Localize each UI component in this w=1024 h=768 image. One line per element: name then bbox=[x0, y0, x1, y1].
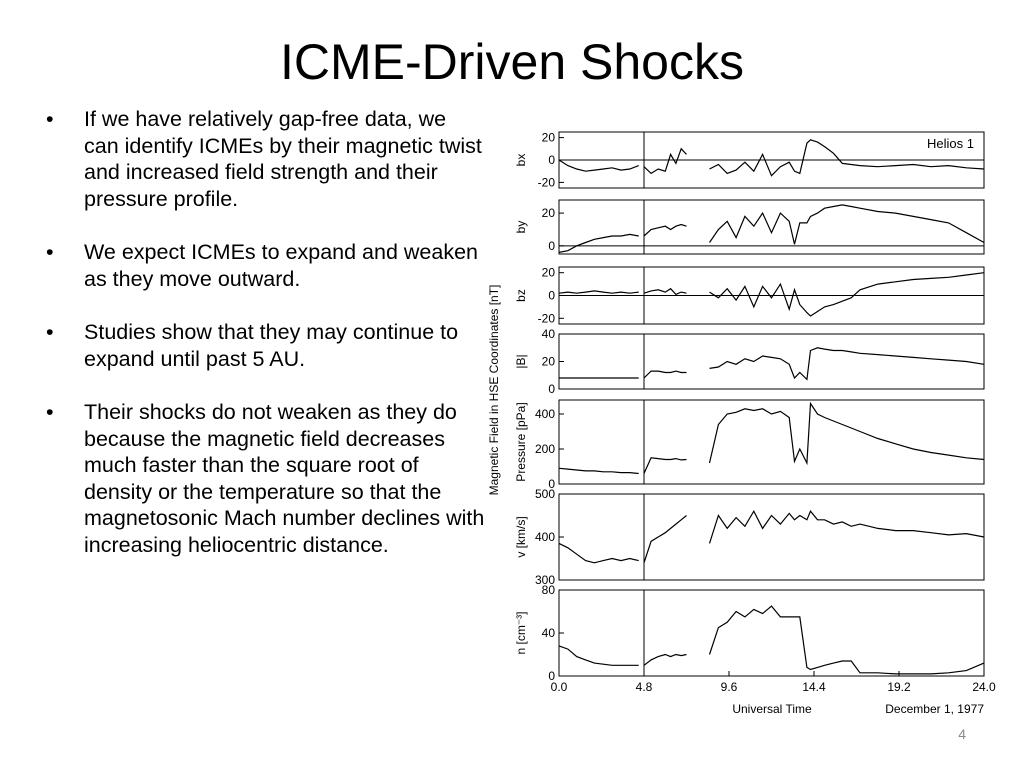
x-tick-label: 19.2 bbox=[887, 680, 911, 694]
bullet-text: Studies show that they may continue to e… bbox=[84, 320, 459, 371]
panel-ylabel: |B| bbox=[514, 354, 528, 368]
y-tick-label: 0 bbox=[548, 289, 555, 303]
panel-frame bbox=[558, 199, 985, 255]
date-label: December 1, 1977 bbox=[885, 702, 984, 716]
y-tick-label: 0 bbox=[548, 477, 555, 491]
y-tick-label: 0 bbox=[548, 153, 555, 167]
panel-ylabel: by bbox=[514, 221, 528, 234]
y-tick-label: 400 bbox=[535, 407, 555, 421]
bullet-text: If we have relatively gap-free data, we … bbox=[84, 107, 482, 211]
helios-annotation: Helios 1 bbox=[927, 136, 974, 151]
bullet-dot-icon: • bbox=[46, 400, 54, 424]
series-line bbox=[558, 204, 985, 253]
y-tick-label: 0 bbox=[548, 239, 555, 253]
y-tick-label: 20 bbox=[542, 206, 556, 220]
y-tick-label: 400 bbox=[535, 530, 555, 544]
bullet-text: Their shocks do not weaken as they do be… bbox=[84, 400, 485, 557]
x-tick-label: 4.8 bbox=[636, 680, 653, 694]
panel-ylabel: bz bbox=[514, 289, 528, 302]
panel-frame bbox=[558, 493, 985, 581]
y-tick-label: 0 bbox=[548, 669, 555, 683]
page-number: 4 bbox=[958, 726, 966, 742]
bullet-item: • We expect ICMEs to expand and weaken as… bbox=[46, 239, 486, 292]
panel-ylabel: n [cm⁻³] bbox=[514, 611, 528, 654]
series-line bbox=[558, 509, 985, 564]
bullet-list: • If we have relatively gap-free data, we… bbox=[46, 106, 486, 585]
bullet-text: We expect ICMEs to expand and weaken as … bbox=[84, 240, 478, 291]
bullet-dot-icon: • bbox=[46, 107, 54, 131]
group-ylabel: Magnetic Field in HSE Coordinates [nT] bbox=[487, 285, 501, 496]
series-line bbox=[558, 272, 985, 317]
x-tick-label: 14.4 bbox=[802, 680, 826, 694]
bullet-dot-icon: • bbox=[46, 240, 54, 264]
panel-frame bbox=[558, 399, 985, 485]
x-tick-label: 0.0 bbox=[551, 680, 568, 694]
y-tick-label: -20 bbox=[538, 175, 556, 189]
y-tick-label: 200 bbox=[535, 442, 555, 456]
panel-ylabel: bx bbox=[514, 154, 528, 167]
y-tick-label: 300 bbox=[535, 573, 555, 587]
panel-ylabel: v [km/s] bbox=[514, 516, 528, 557]
y-tick-label: 80 bbox=[542, 583, 556, 597]
x-axis-label: Universal Time bbox=[732, 702, 812, 716]
x-tick-label: 24.0 bbox=[972, 680, 996, 694]
y-tick-label: -20 bbox=[538, 311, 556, 325]
panel-ylabel: Pressure [pPa] bbox=[514, 402, 528, 481]
y-tick-label: 40 bbox=[542, 327, 556, 341]
x-tick-label: 9.6 bbox=[721, 680, 738, 694]
y-tick-label: 20 bbox=[542, 131, 556, 145]
bullet-item: • If we have relatively gap-free data, we… bbox=[46, 106, 486, 212]
bullet-item: • Studies show that they may continue to … bbox=[46, 319, 486, 372]
slide-title: ICME-Driven Shocks bbox=[280, 34, 744, 90]
series-line bbox=[558, 139, 985, 177]
y-tick-label: 20 bbox=[542, 355, 556, 369]
bullet-item: • Their shocks do not weaken as they do b… bbox=[46, 399, 486, 558]
series-line bbox=[558, 605, 985, 675]
series-line bbox=[559, 347, 985, 381]
y-tick-label: 20 bbox=[542, 266, 556, 280]
series-line bbox=[558, 401, 985, 475]
panel-frame bbox=[558, 589, 985, 677]
panel-frame bbox=[558, 333, 985, 390]
y-tick-label: 0 bbox=[548, 382, 555, 396]
y-tick-label: 500 bbox=[535, 487, 555, 501]
y-tick-label: 40 bbox=[542, 626, 556, 640]
bullet-dot-icon: • bbox=[46, 320, 54, 344]
